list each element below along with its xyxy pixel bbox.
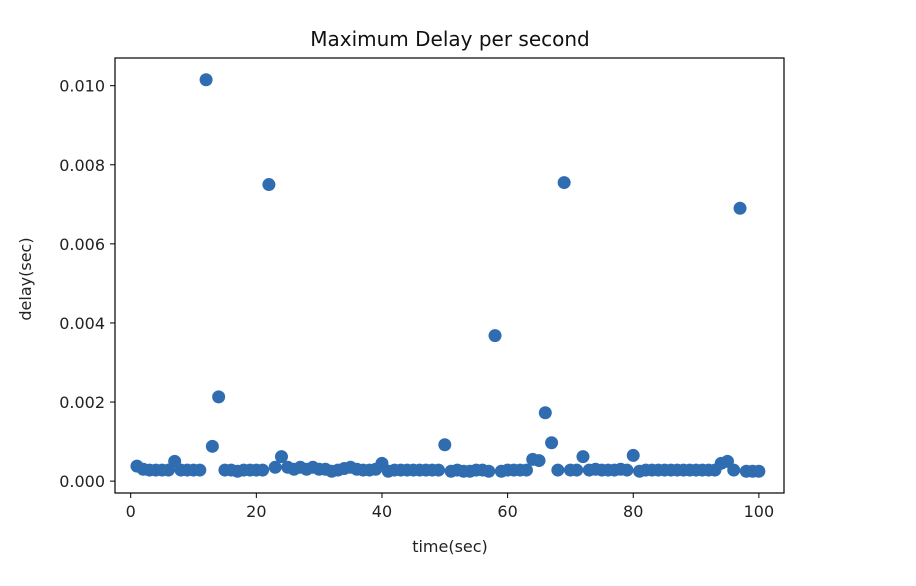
plot-area — [114, 57, 785, 494]
data-point — [519, 463, 533, 477]
x-tick-label: 60 — [497, 502, 517, 521]
data-point — [205, 439, 219, 453]
data-point — [557, 176, 571, 190]
y-tick-label: 0.010 — [59, 77, 105, 96]
data-point — [626, 448, 640, 462]
y-tick-label: 0.006 — [59, 235, 105, 254]
data-point — [532, 454, 546, 468]
data-point — [570, 463, 584, 477]
y-tick-label: 0.008 — [59, 156, 105, 175]
y-axis: 0.000 0.002 0.004 0.006 0.008 0.010 — [59, 77, 115, 491]
data-point — [438, 438, 452, 452]
data-point — [538, 406, 552, 420]
x-tick-label: 80 — [623, 502, 643, 521]
data-points — [130, 73, 766, 478]
x-tick-label: 20 — [246, 502, 266, 521]
x-axis-label: time(sec) — [412, 537, 488, 556]
data-point — [212, 390, 226, 404]
x-tick-label: 40 — [372, 502, 392, 521]
data-point — [620, 463, 634, 477]
y-tick-label: 0.002 — [59, 393, 105, 412]
data-point — [576, 450, 590, 464]
data-point — [193, 463, 207, 477]
y-tick-label: 0.000 — [59, 472, 105, 491]
x-axis: 0 20 40 60 80 100 — [126, 493, 775, 521]
data-point — [482, 464, 496, 478]
data-point — [268, 460, 282, 474]
data-point — [551, 463, 565, 477]
x-tick-label: 100 — [744, 502, 775, 521]
chart-title: Maximum Delay per second — [310, 27, 590, 51]
data-point — [733, 201, 747, 215]
data-point — [727, 463, 741, 477]
x-tick-label: 0 — [126, 502, 136, 521]
data-point — [488, 329, 502, 343]
data-point — [262, 178, 276, 192]
data-point — [199, 73, 213, 87]
data-point — [432, 463, 446, 477]
data-point — [545, 436, 559, 450]
data-point — [274, 450, 288, 464]
y-axis-label: delay(sec) — [16, 237, 35, 320]
data-point — [752, 464, 766, 478]
y-tick-label: 0.004 — [59, 314, 105, 333]
data-point — [256, 463, 270, 477]
